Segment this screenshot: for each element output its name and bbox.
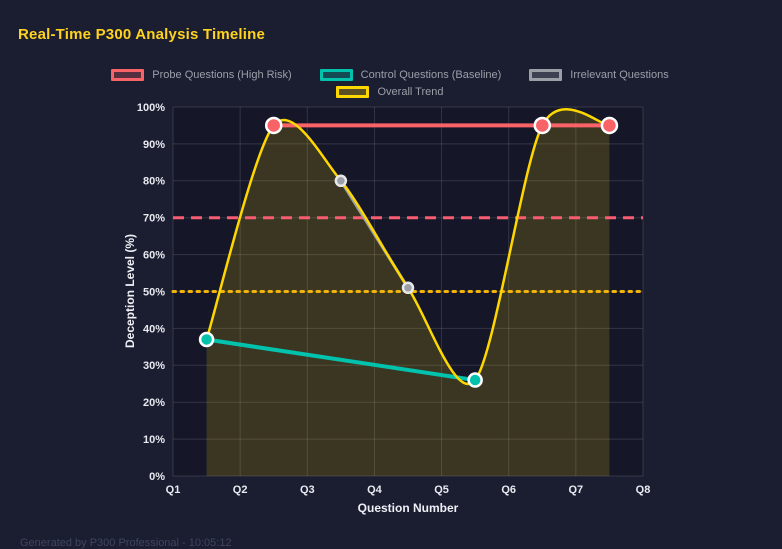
- y-tick-label: 70%: [143, 213, 165, 225]
- legend-label: Irrelevant Questions: [570, 69, 669, 81]
- data-point-irrelevant-questions[interactable]: [401, 281, 415, 295]
- legend-swatch-icon: [336, 86, 370, 98]
- y-tick-label: 50%: [143, 286, 165, 298]
- legend-label: Probe Questions (High Risk): [152, 69, 292, 81]
- x-tick-label: Q5: [434, 484, 449, 496]
- legend-swatch-icon: [319, 69, 353, 81]
- data-point-probe-questions-high-risk[interactable]: [533, 116, 552, 135]
- x-tick-label: Q3: [300, 484, 315, 496]
- legend-swatch-icon: [111, 69, 145, 81]
- legend-swatch-icon: [529, 69, 563, 81]
- data-point-control-questions-baseline[interactable]: [467, 372, 483, 388]
- y-tick-label: 80%: [143, 176, 165, 188]
- legend-row: Probe Questions (High Risk) Control Quest…: [111, 69, 669, 81]
- page-title: Real-Time P300 Analysis Timeline: [18, 26, 266, 43]
- y-tick-label: 40%: [143, 323, 165, 335]
- x-tick-label: Q4: [367, 484, 383, 496]
- y-tick-label: 20%: [143, 397, 165, 409]
- y-tick-label: 90%: [143, 139, 165, 151]
- y-tick-label: 100%: [137, 102, 165, 114]
- x-tick-label: Q6: [501, 484, 516, 496]
- y-tick-label: 60%: [143, 249, 165, 261]
- x-tick-label: Q8: [636, 484, 651, 496]
- legend-item-overall-trend[interactable]: Overall Trend: [336, 86, 444, 98]
- legend-item-probe-questions-high-risk[interactable]: Probe Questions (High Risk): [111, 69, 292, 81]
- data-point-irrelevant-questions[interactable]: [334, 174, 348, 188]
- x-tick-label: Q1: [166, 484, 181, 496]
- timeline-chart[interactable]: 0% 10% 20% 30% 40% 50% 60% 70% 80% 90% 100% Q1 Q2 Q3 Q…: [123, 99, 657, 527]
- legend-row: Overall Trend: [336, 86, 444, 98]
- footer-note: Generated by P300 Professional - 10:05:1…: [20, 537, 232, 549]
- chart-legend: Probe Questions (High Risk) Control Quest…: [111, 63, 669, 98]
- y-tick-label: 0%: [149, 471, 165, 483]
- legend-item-control-questions-baseline[interactable]: Control Questions (Baseline): [319, 69, 502, 81]
- y-tick-label: 30%: [143, 360, 165, 372]
- series-layer: [171, 108, 645, 476]
- chart-panel: Probe Questions (High Risk) Control Quest…: [111, 63, 669, 527]
- data-point-probe-questions-high-risk[interactable]: [264, 116, 283, 135]
- legend-label: Control Questions (Baseline): [360, 69, 502, 81]
- x-axis-title: Question Number: [358, 501, 459, 515]
- data-point-control-questions-baseline[interactable]: [198, 331, 215, 348]
- legend-label: Overall Trend: [377, 86, 444, 98]
- legend-item-irrelevant-questions[interactable]: Irrelevant Questions: [529, 69, 669, 81]
- y-tick-label: 10%: [143, 434, 165, 446]
- y-axis-title: Deception Level (%): [123, 234, 137, 348]
- series-line-control-questions-baseline: [204, 337, 478, 383]
- data-point-probe-questions-high-risk[interactable]: [600, 116, 619, 135]
- x-tick-label: Q7: [569, 484, 584, 496]
- x-tick-label: Q2: [233, 484, 248, 496]
